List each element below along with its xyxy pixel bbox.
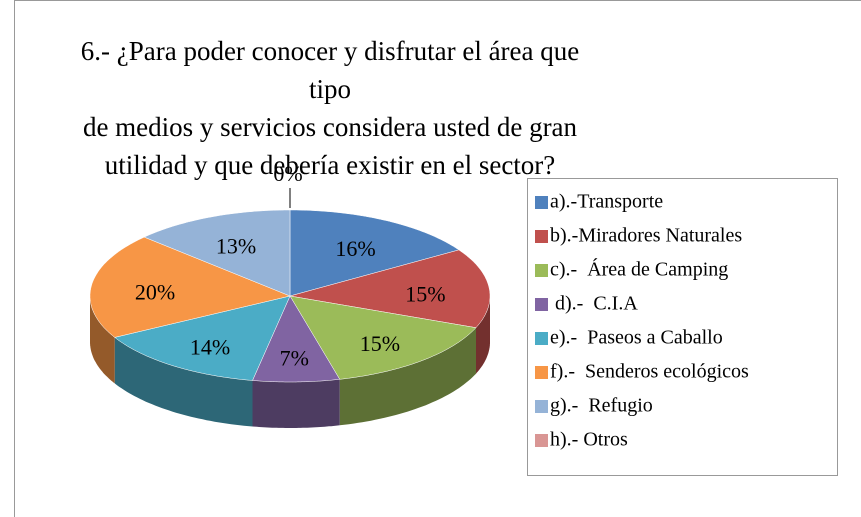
pie-slice-side [476, 296, 490, 374]
pie-slice [89, 236, 291, 338]
pie-slice-side [114, 337, 253, 427]
data-label: 13% [216, 233, 256, 258]
legend-swatch [535, 332, 548, 345]
pie-slice-side [90, 296, 115, 384]
pie-slice [289, 249, 491, 328]
legend-swatch [535, 400, 548, 413]
legend-label: e).- Paseos a Caballo [550, 327, 723, 349]
legend-label: d).- C.I.A [550, 293, 638, 315]
pie-slice [289, 209, 460, 297]
pie-slice-side [252, 379, 340, 428]
data-label: 20% [135, 280, 175, 305]
data-label: 15% [360, 331, 400, 356]
legend-label: g).- Refugio [550, 395, 653, 417]
legend-swatch [535, 366, 548, 379]
legend-label: b).-Miradores Naturales [550, 225, 742, 247]
legend-swatch [535, 298, 548, 311]
legend-box [527, 178, 838, 476]
data-label: 15% [405, 282, 445, 307]
data-label: 7% [280, 345, 309, 370]
pie-slice [114, 295, 291, 381]
legend-label: a).-Transporte [550, 191, 663, 213]
data-label: 16% [335, 236, 375, 261]
chart-border [14, 0, 861, 517]
data-label: 0% [273, 161, 302, 186]
legend-swatch [535, 230, 548, 243]
legend-swatch [535, 434, 548, 447]
legend-label: c).- Área de Camping [550, 258, 728, 281]
pie-slice [252, 295, 341, 383]
legend-swatch [535, 196, 548, 209]
chart-title: 6.- ¿Para poder conocer y disfrutar el á… [80, 36, 580, 180]
legend-label: h).- Otros [550, 429, 628, 451]
data-label: 14% [190, 334, 230, 359]
legend-swatch [535, 264, 548, 277]
legend-label: f).- Senderos ecológicos [550, 361, 749, 383]
pie-slice [143, 209, 291, 297]
pie-slice [289, 295, 477, 380]
